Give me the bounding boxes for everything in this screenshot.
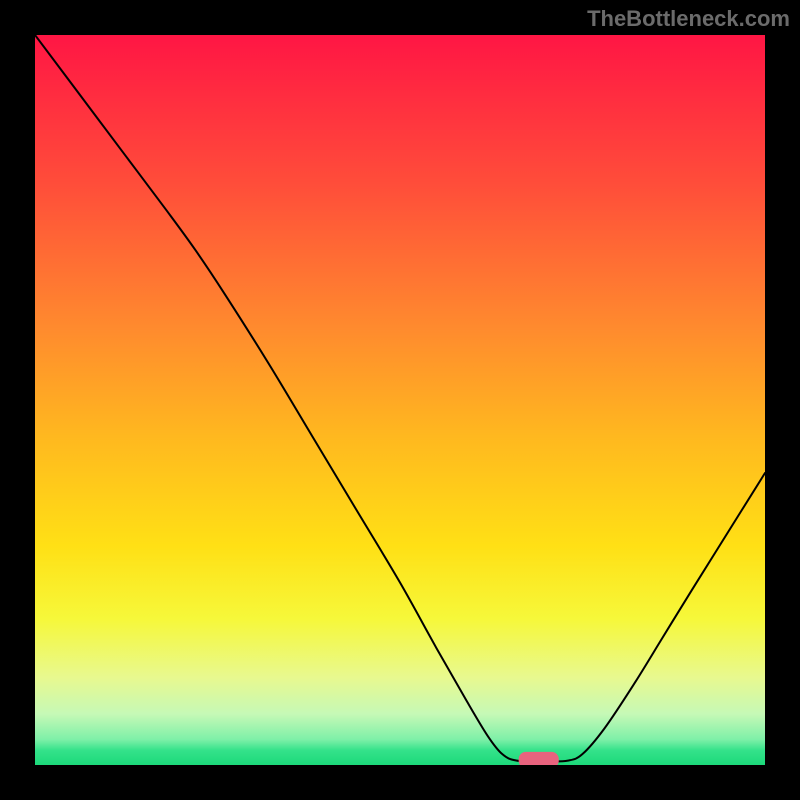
chart-svg — [35, 35, 765, 765]
chart-background — [35, 35, 765, 765]
optimal-marker — [519, 752, 559, 765]
watermark-text: TheBottleneck.com — [587, 6, 790, 32]
bottleneck-chart — [35, 35, 765, 765]
